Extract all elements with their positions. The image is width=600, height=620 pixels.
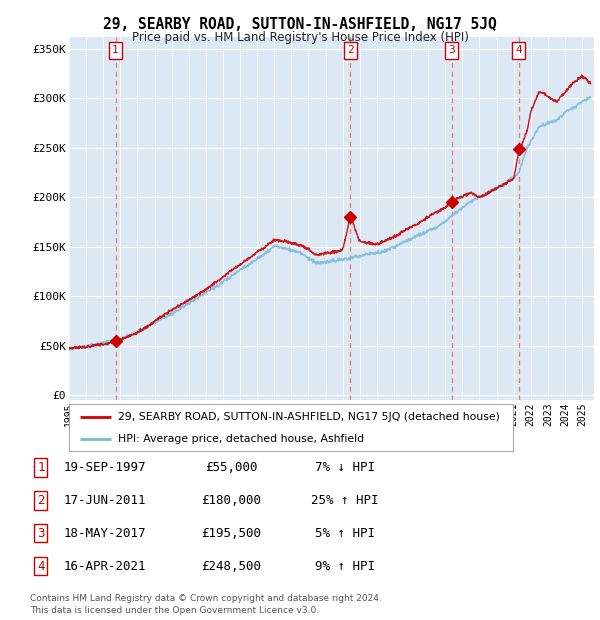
Text: 7% ↓ HPI: 7% ↓ HPI <box>315 461 375 474</box>
Text: 3: 3 <box>37 527 44 539</box>
Text: HPI: Average price, detached house, Ashfield: HPI: Average price, detached house, Ashf… <box>118 433 364 444</box>
Text: 25% ↑ HPI: 25% ↑ HPI <box>311 494 379 507</box>
Text: £55,000: £55,000 <box>205 461 257 474</box>
Text: 29, SEARBY ROAD, SUTTON-IN-ASHFIELD, NG17 5JQ (detached house): 29, SEARBY ROAD, SUTTON-IN-ASHFIELD, NG1… <box>118 412 500 422</box>
Text: £248,500: £248,500 <box>201 560 261 572</box>
Text: 9% ↑ HPI: 9% ↑ HPI <box>315 560 375 572</box>
Text: 18-MAY-2017: 18-MAY-2017 <box>64 527 146 539</box>
Text: 4: 4 <box>37 560 44 572</box>
Text: 19-SEP-1997: 19-SEP-1997 <box>64 461 146 474</box>
Text: 5% ↑ HPI: 5% ↑ HPI <box>315 527 375 539</box>
Text: 1: 1 <box>37 461 44 474</box>
Text: 1: 1 <box>112 45 119 55</box>
Text: 29, SEARBY ROAD, SUTTON-IN-ASHFIELD, NG17 5JQ: 29, SEARBY ROAD, SUTTON-IN-ASHFIELD, NG1… <box>103 17 497 32</box>
Text: Price paid vs. HM Land Registry's House Price Index (HPI): Price paid vs. HM Land Registry's House … <box>131 31 469 44</box>
Text: 17-JUN-2011: 17-JUN-2011 <box>64 494 146 507</box>
Text: 16-APR-2021: 16-APR-2021 <box>64 560 146 572</box>
Text: 4: 4 <box>515 45 522 55</box>
Text: £195,500: £195,500 <box>201 527 261 539</box>
Text: 2: 2 <box>347 45 354 55</box>
Text: Contains HM Land Registry data © Crown copyright and database right 2024.
This d: Contains HM Land Registry data © Crown c… <box>30 594 382 615</box>
Text: £180,000: £180,000 <box>201 494 261 507</box>
Text: 3: 3 <box>448 45 455 55</box>
Text: 2: 2 <box>37 494 44 507</box>
